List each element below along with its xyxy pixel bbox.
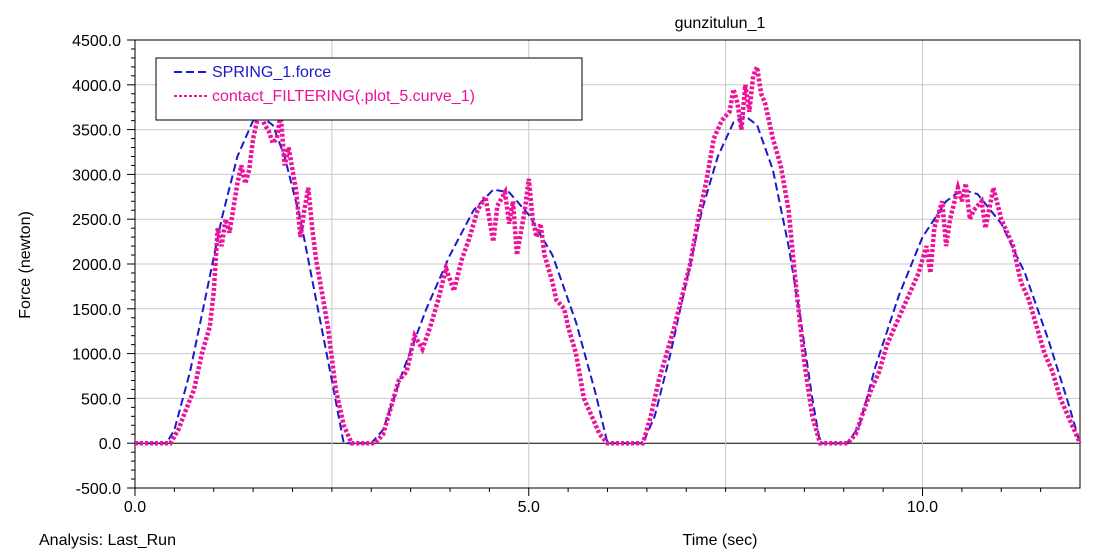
legend: SPRING_1.force contact_FILTERING(.plot_5.… [155,57,583,121]
legend-label: SPRING_1.force [212,64,331,81]
legend-box [155,57,583,121]
series-layer [135,58,1083,446]
ticks-layer: -500.00.0500.01000.01500.02000.02500.030… [72,33,1042,516]
y-tick-label: 1500.0 [72,302,121,319]
x-axis-label: Time (sec) [683,532,758,549]
x-tick-label: 0.0 [124,499,146,516]
y-axis-label: Force (newton) [17,211,34,319]
y-tick-label: 1000.0 [72,347,121,364]
y-tick-label: 0.0 [99,436,121,453]
y-tick-label: 2500.0 [72,212,121,229]
x-tick-label: 10.0 [907,499,938,516]
analysis-label: Analysis: Last_Run [39,532,176,549]
y-tick-label: 3500.0 [72,123,121,140]
legend-label: contact_FILTERING(.plot_5.curve_1) [212,88,475,105]
y-tick-label: 2000.0 [72,257,121,274]
y-tick-label: -500.0 [76,481,121,498]
y-tick-label: 500.0 [81,391,121,408]
x-tick-label: 5.0 [518,499,540,516]
series-line-spring-force [135,115,1081,445]
chart-title: gunzitulun_1 [675,15,766,32]
y-tick-label: 4500.0 [72,33,121,50]
y-tick-label: 4000.0 [72,78,121,95]
y-tick-label: 3000.0 [72,167,121,184]
series-line-contact-filtering [135,58,1083,446]
